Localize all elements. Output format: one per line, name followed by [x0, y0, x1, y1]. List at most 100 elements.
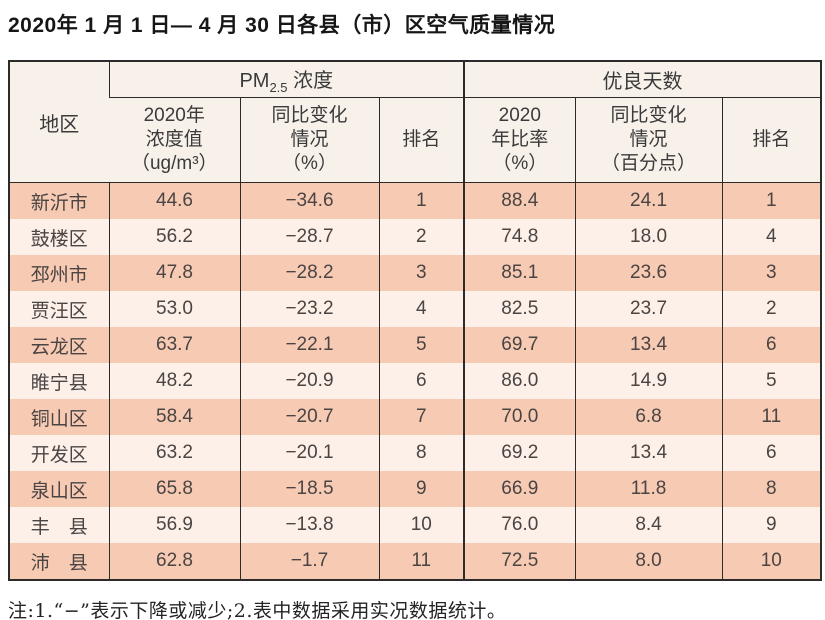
- cell-region: 丰 县: [9, 507, 109, 543]
- cell-pm25-rank: 2: [378, 219, 465, 255]
- cell-region: 铜山区: [9, 399, 109, 435]
- cell-region: 邳州市: [9, 255, 109, 291]
- table-row: 邳州市 47.8 −28.2 3 85.1 23.6 3: [9, 255, 822, 291]
- cell-good-days-change: 8.4: [574, 507, 723, 543]
- cell-good-days-rate: 88.4: [463, 182, 576, 219]
- cell-region: 云龙区: [9, 327, 109, 363]
- table-row: 新沂市 44.6 −34.6 1 88.4 24.1 1: [9, 182, 822, 219]
- table-row: 云龙区 63.7 −22.1 5 69.7 13.4 6: [9, 327, 822, 363]
- page-title: 2020年 1 月 1 日— 4 月 30 日各县（市）区空气质量情况: [8, 14, 556, 37]
- cell-good-days-rate: 86.0: [463, 363, 576, 399]
- cell-pm25-rank: 10: [378, 507, 465, 543]
- cell-pm25-change: −13.8: [239, 507, 379, 543]
- header-pm25-rank: 排名: [378, 97, 465, 183]
- cell-good-days-rank: 1: [721, 182, 822, 219]
- cell-good-days-rate: 85.1: [463, 255, 576, 291]
- cell-pm25-change: −1.7: [239, 543, 379, 580]
- cell-pm25-change: −20.9: [239, 363, 379, 399]
- cell-good-days-change: 23.7: [574, 291, 723, 327]
- cell-good-days-change: 13.4: [574, 435, 723, 471]
- cell-good-days-rank: 11: [721, 399, 822, 435]
- cell-region: 泉山区: [9, 471, 109, 507]
- cell-region: 开发区: [9, 435, 109, 471]
- table-row: 铜山区 58.4 −20.7 7 70.0 6.8 11: [9, 399, 822, 435]
- table-row: 贾汪区 53.0 −23.2 4 82.5 23.7 2: [9, 291, 822, 327]
- cell-good-days-change: 14.9: [574, 363, 723, 399]
- cell-pm25-rank: 9: [378, 471, 465, 507]
- cell-pm25-value: 65.8: [108, 471, 240, 507]
- article-page: 2020年 1 月 1 日— 4 月 30 日各县（市）区空气质量情况 地区 P…: [0, 9, 825, 620]
- pm25-label-prefix: PM: [239, 70, 270, 92]
- header-sub-row: 2020年 浓度值 （ug/m³） 同比变化 情况 （%） 排名 2020 年比…: [9, 97, 822, 183]
- cell-pm25-rank: 5: [378, 327, 465, 363]
- cell-good-days-change: 11.8: [574, 471, 723, 507]
- table-row: 鼓楼区 56.2 −28.7 2 74.8 18.0 4: [9, 219, 822, 255]
- footnote: 注:1.“−”表示下降或减少;2.表中数据采用实况数据统计。: [8, 600, 507, 620]
- cell-good-days-rank: 6: [721, 435, 822, 471]
- cell-pm25-rank: 8: [378, 435, 465, 471]
- cell-region: 鼓楼区: [9, 219, 109, 255]
- cell-good-days-rank: 8: [721, 471, 822, 507]
- cell-pm25-rank: 7: [378, 399, 465, 435]
- header-good-days-rank: 排名: [721, 97, 822, 183]
- cell-pm25-change: −18.5: [239, 471, 379, 507]
- cell-region: 新沂市: [9, 182, 109, 219]
- header-region: 地区: [9, 61, 109, 183]
- cell-pm25-value: 58.4: [108, 399, 240, 435]
- cell-pm25-value: 56.9: [108, 507, 240, 543]
- cell-pm25-value: 48.2: [108, 363, 240, 399]
- table-header: 地区 PM2.5 浓度 优良天数 2020年 浓度值 （ug/m³） 同比变化 …: [9, 61, 822, 183]
- cell-good-days-rate: 69.7: [463, 327, 576, 363]
- cell-good-days-rate: 69.2: [463, 435, 576, 471]
- cell-region: 沛 县: [9, 543, 109, 580]
- cell-pm25-value: 56.2: [108, 219, 240, 255]
- table-row: 丰 县 56.9 −13.8 10 76.0 8.4 9: [9, 507, 822, 543]
- table-row: 开发区 63.2 −20.1 8 69.2 13.4 6: [9, 435, 822, 471]
- cell-good-days-change: 13.4: [574, 327, 723, 363]
- header-pm25-value: 2020年 浓度值 （ug/m³）: [109, 97, 240, 183]
- cell-good-days-change: 24.1: [574, 182, 723, 219]
- cell-pm25-change: −23.2: [239, 291, 379, 327]
- cell-good-days-rank: 3: [721, 255, 822, 291]
- cell-pm25-change: −22.1: [239, 327, 379, 363]
- cell-pm25-rank: 6: [378, 363, 465, 399]
- cell-pm25-rank: 4: [378, 291, 465, 327]
- cell-good-days-change: 8.0: [574, 543, 723, 580]
- cell-good-days-rate: 76.0: [463, 507, 576, 543]
- cell-pm25-rank: 1: [378, 182, 465, 219]
- cell-good-days-rank: 6: [721, 327, 822, 363]
- table-body: 新沂市 44.6 −34.6 1 88.4 24.1 1 鼓楼区 56.2 −28.7 2 74.8 1…: [9, 182, 822, 580]
- cell-good-days-rank: 5: [721, 363, 822, 399]
- cell-region: 睢宁县: [9, 363, 109, 399]
- cell-good-days-rank: 4: [721, 219, 822, 255]
- pm25-label-suffix: 浓度: [287, 70, 334, 92]
- cell-pm25-value: 44.6: [108, 182, 240, 219]
- cell-pm25-rank: 11: [378, 543, 465, 580]
- cell-pm25-value: 62.8: [108, 543, 240, 580]
- cell-good-days-change: 6.8: [574, 399, 723, 435]
- header-group-pm25: PM2.5 浓度: [108, 61, 465, 98]
- cell-pm25-change: −28.7: [239, 219, 379, 255]
- cell-pm25-change: −20.7: [239, 399, 379, 435]
- cell-region: 贾汪区: [9, 291, 109, 327]
- header-good-days-rate: 2020 年比率 （%）: [463, 97, 576, 183]
- table-row: 泉山区 65.8 −18.5 9 66.9 11.8 8: [9, 471, 822, 507]
- cell-pm25-change: −28.2: [239, 255, 379, 291]
- cell-pm25-change: −20.1: [239, 435, 379, 471]
- cell-good-days-rank: 9: [721, 507, 822, 543]
- cell-pm25-value: 47.8: [108, 255, 240, 291]
- cell-good-days-rate: 82.5: [463, 291, 576, 327]
- cell-pm25-value: 63.7: [108, 327, 240, 363]
- cell-good-days-rank: 10: [721, 543, 822, 580]
- cell-good-days-rate: 74.8: [463, 219, 576, 255]
- cell-good-days-rank: 2: [721, 291, 822, 327]
- cell-good-days-rate: 70.0: [463, 399, 576, 435]
- cell-good-days-rate: 72.5: [463, 543, 576, 580]
- header-group-row: 地区 PM2.5 浓度 优良天数: [9, 61, 822, 183]
- cell-pm25-value: 63.2: [108, 435, 240, 471]
- table-row: 沛 县 62.8 −1.7 11 72.5 8.0 10: [9, 543, 822, 580]
- header-group-good-days: 优良天数: [463, 61, 822, 98]
- cell-pm25-change: −34.6: [239, 182, 379, 219]
- air-quality-table: 地区 PM2.5 浓度 优良天数 2020年 浓度值 （ug/m³） 同比变化 …: [8, 60, 823, 581]
- cell-pm25-rank: 3: [378, 255, 465, 291]
